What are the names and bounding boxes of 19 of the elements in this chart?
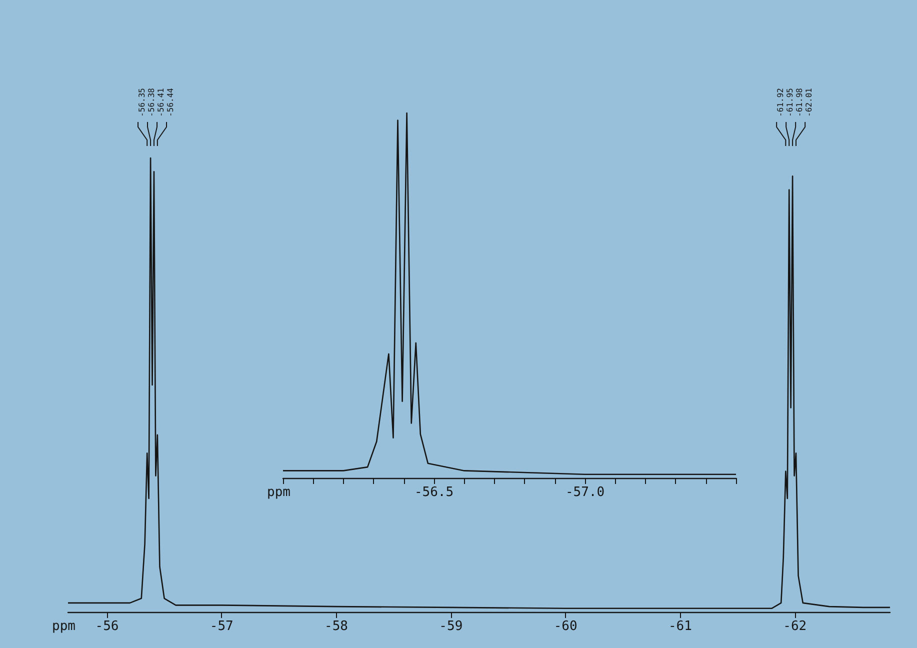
x-tick-label: -62 <box>783 619 807 634</box>
annotation: -56.38 <box>147 88 156 117</box>
annotation: -56.44 <box>166 88 176 117</box>
x-tick-label: -56.5 <box>414 485 454 500</box>
annotation: -62.01 <box>804 88 814 117</box>
annotation: -61.95 <box>786 88 795 117</box>
x-tick-label: -61 <box>668 619 692 634</box>
x-tick-label: -58 <box>324 619 348 634</box>
x-tick-label: -57 <box>210 619 234 634</box>
x-tick-label: -56 <box>95 619 119 634</box>
annotation: -61.98 <box>795 88 804 117</box>
x-tick-label: -60 <box>554 619 578 634</box>
x-axis-title: ppm <box>267 485 291 500</box>
x-tick-label: -59 <box>439 619 463 634</box>
annotation: -61.92 <box>776 88 786 117</box>
x-tick-label: -57.0 <box>565 485 605 500</box>
x-axis-title: ppm <box>52 619 76 634</box>
annotation: -56.35 <box>138 88 147 117</box>
annotation: -56.41 <box>156 88 166 117</box>
